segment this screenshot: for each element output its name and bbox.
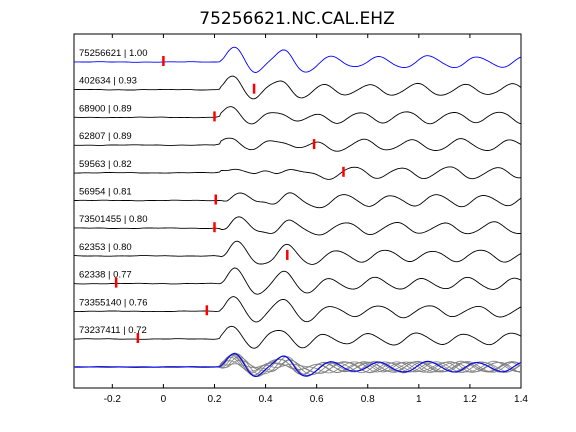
waveform-trace-4 — [74, 166, 522, 180]
trace-label-1: 402634 | 0.93 — [79, 76, 137, 87]
x-tick-label-8: 1.4 — [514, 394, 528, 405]
x-tick-label-7: 1.2 — [463, 394, 477, 405]
waveform-trace-1 — [74, 75, 522, 100]
pick-markers — [114, 56, 345, 343]
traces-layer — [73, 46, 522, 349]
trace-label-5: 56954 | 0.81 — [79, 187, 132, 198]
waveform-trace-7 — [74, 240, 522, 265]
x-tick-label-1: 0 — [161, 394, 167, 405]
waveform-trace-10 — [73, 325, 522, 349]
waveform-trace-5 — [73, 192, 522, 209]
waveform-trace-0 — [73, 46, 522, 73]
waveform-trace-3 — [73, 137, 522, 152]
x-tick-label-4: 0.6 — [310, 394, 324, 405]
stack-overlay — [73, 352, 522, 378]
trace-labels: 75256621 | 1.00 402634 | 0.93 68900 | 0.89… — [79, 48, 148, 336]
trace-label-8: 62338 | 0.77 — [79, 270, 132, 281]
x-tick-label-2: 0.2 — [208, 394, 222, 405]
x-tick-label-0: -0.2 — [104, 394, 122, 405]
trace-label-7: 62353 | 0.80 — [79, 242, 132, 253]
trace-label-2: 68900 | 0.89 — [79, 103, 132, 114]
x-tick-label-3: 0.4 — [259, 394, 273, 405]
stack-reference-trace — [74, 353, 522, 377]
waveform-trace-2 — [73, 106, 522, 125]
trace-label-0: 75256621 | 1.00 — [79, 48, 148, 59]
waveform-trace-8 — [73, 267, 522, 295]
x-tick-label-6: 1 — [416, 394, 422, 405]
trace-label-4: 59563 | 0.82 — [79, 159, 132, 170]
trace-label-3: 62807 | 0.89 — [79, 131, 132, 142]
trace-label-9: 73355140 | 0.76 — [79, 297, 148, 308]
waveform-trace-9 — [74, 296, 522, 323]
waveform-trace-6 — [74, 216, 522, 236]
x-axis: -0.2 0 0.2 0.4 0.6 0.8 1 1.2 1.4 — [104, 34, 528, 405]
plot-frame — [73, 33, 522, 389]
chart-title: 75256621.NC.CAL.EHZ — [199, 9, 394, 29]
x-tick-label-5: 0.8 — [361, 394, 375, 405]
trace-label-10: 73237411 | 0.72 — [79, 325, 147, 336]
trace-label-6: 73501455 | 0.80 — [79, 214, 148, 225]
